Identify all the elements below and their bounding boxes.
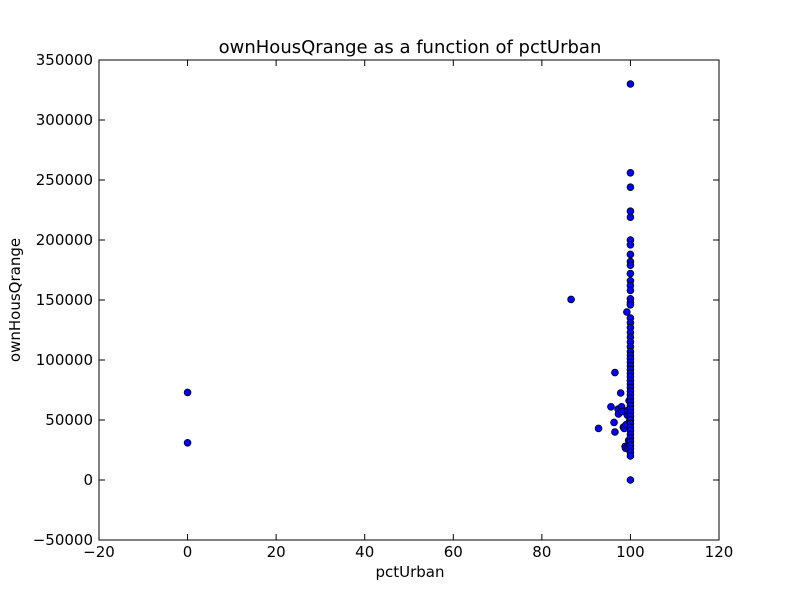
x-tick-label: 120 bbox=[705, 543, 734, 561]
x-tick-label: 80 bbox=[532, 543, 551, 561]
x-axis-label: pctUrban bbox=[375, 563, 444, 581]
data-point bbox=[594, 424, 603, 433]
data-point bbox=[611, 368, 619, 377]
data-point bbox=[626, 261, 635, 270]
data-point bbox=[626, 286, 635, 295]
x-tick-label: 60 bbox=[444, 543, 463, 561]
y-tick-label: 350000 bbox=[36, 51, 93, 69]
data-point bbox=[623, 308, 631, 316]
data-point bbox=[626, 80, 635, 88]
data-point bbox=[611, 428, 619, 436]
y-tick-label: 0 bbox=[83, 471, 93, 489]
data-point bbox=[626, 213, 635, 222]
y-tick-label: 250000 bbox=[36, 171, 93, 189]
y-tick-label: −50000 bbox=[33, 531, 93, 549]
data-point bbox=[626, 250, 635, 259]
data-point bbox=[626, 241, 635, 249]
data-point bbox=[567, 295, 575, 304]
y-tick-label: 300000 bbox=[36, 111, 93, 129]
y-axis-label: ownHousQrange bbox=[6, 238, 24, 362]
y-tick-label: 50000 bbox=[45, 411, 93, 429]
data-point bbox=[183, 388, 192, 397]
y-tick-label: 200000 bbox=[36, 231, 93, 249]
x-tick-label: −20 bbox=[83, 543, 115, 561]
ticks-layer: −20 0 20 40 60 80 100 120 −50000 0 50000 100000 1500… bbox=[33, 51, 734, 561]
data-point bbox=[626, 269, 635, 278]
x-tick-label: 0 bbox=[183, 543, 193, 561]
data-point bbox=[610, 418, 618, 427]
data-point bbox=[626, 476, 635, 484]
data-point bbox=[616, 389, 625, 397]
y-tick-label: 100000 bbox=[36, 351, 93, 369]
data-point bbox=[607, 402, 615, 411]
x-tick-label: 20 bbox=[267, 543, 286, 561]
data-point bbox=[626, 452, 635, 460]
data-points bbox=[183, 80, 635, 484]
plot-area bbox=[98, 59, 720, 541]
data-point bbox=[626, 169, 635, 177]
data-point bbox=[626, 300, 635, 309]
x-tick-label: 40 bbox=[355, 543, 374, 561]
data-point bbox=[183, 438, 192, 447]
x-tick-label: 100 bbox=[616, 543, 645, 561]
data-point bbox=[626, 183, 635, 192]
chart-title: ownHousQrange as a function of pctUrban bbox=[219, 37, 602, 58]
y-tick-label: 150000 bbox=[36, 291, 93, 309]
